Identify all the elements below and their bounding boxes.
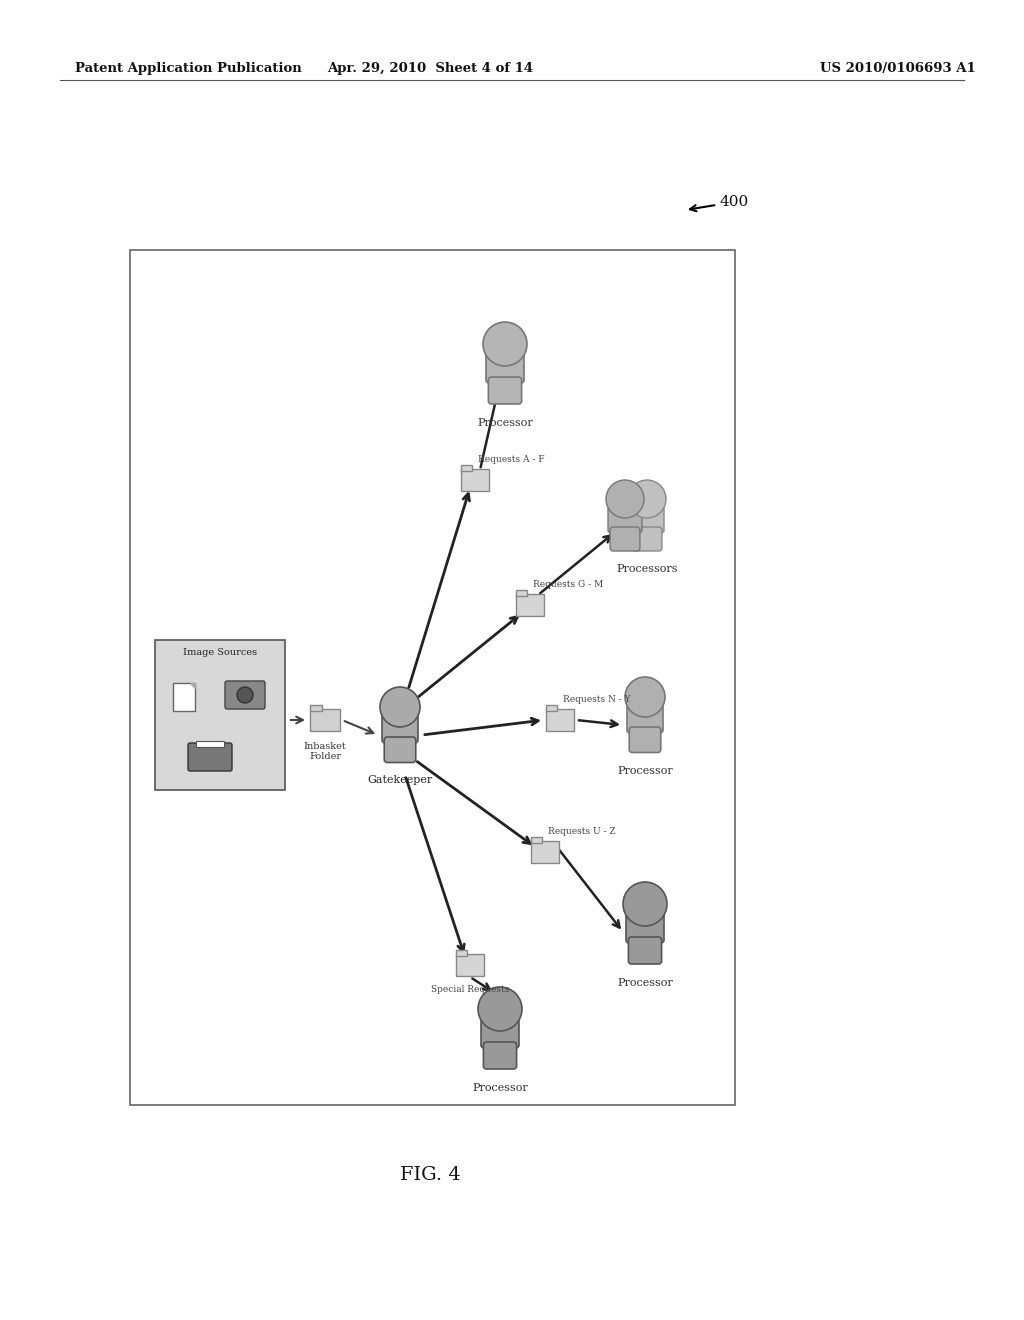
FancyBboxPatch shape <box>483 1041 516 1069</box>
Circle shape <box>606 480 644 517</box>
Circle shape <box>380 686 420 727</box>
Bar <box>173 682 195 711</box>
FancyBboxPatch shape <box>481 1014 519 1048</box>
Text: Patent Application Publication: Patent Application Publication <box>75 62 302 75</box>
Text: Gatekeeper: Gatekeeper <box>368 775 432 785</box>
Text: Processor: Processor <box>477 418 532 428</box>
Bar <box>546 705 557 711</box>
FancyBboxPatch shape <box>488 378 521 404</box>
Text: Requests N - Y: Requests N - Y <box>563 696 631 704</box>
Text: Requests U - Z: Requests U - Z <box>548 828 615 836</box>
FancyBboxPatch shape <box>626 909 664 942</box>
FancyBboxPatch shape <box>608 503 642 533</box>
Bar <box>461 465 472 471</box>
Bar <box>546 709 574 731</box>
Circle shape <box>483 322 527 366</box>
Text: Processor: Processor <box>472 1082 528 1093</box>
FancyBboxPatch shape <box>225 681 265 709</box>
FancyBboxPatch shape <box>486 348 524 383</box>
FancyBboxPatch shape <box>188 743 232 771</box>
Text: Requests G - M: Requests G - M <box>534 579 603 589</box>
Circle shape <box>623 882 667 927</box>
Text: Processor: Processor <box>617 766 673 776</box>
Text: US 2010/0106693 A1: US 2010/0106693 A1 <box>820 62 976 75</box>
Bar <box>130 249 735 1105</box>
Text: Requests A - F: Requests A - F <box>478 455 545 465</box>
Circle shape <box>237 686 253 704</box>
Bar <box>531 841 559 863</box>
Circle shape <box>628 480 666 517</box>
FancyBboxPatch shape <box>632 527 662 550</box>
Text: Special Requests: Special Requests <box>431 985 509 994</box>
FancyBboxPatch shape <box>627 701 663 733</box>
Bar <box>531 837 542 843</box>
Text: 400: 400 <box>690 195 750 211</box>
FancyBboxPatch shape <box>382 711 418 743</box>
Bar <box>456 950 467 956</box>
Bar <box>461 469 489 491</box>
Bar <box>516 590 527 597</box>
Circle shape <box>625 677 665 717</box>
Polygon shape <box>190 682 195 688</box>
FancyBboxPatch shape <box>630 727 660 752</box>
Bar <box>310 705 322 711</box>
Bar <box>310 709 340 731</box>
Text: Apr. 29, 2010  Sheet 4 of 14: Apr. 29, 2010 Sheet 4 of 14 <box>327 62 534 75</box>
FancyBboxPatch shape <box>630 503 664 533</box>
Bar <box>516 594 544 616</box>
Text: Processors: Processors <box>616 564 678 574</box>
FancyBboxPatch shape <box>155 640 285 789</box>
Text: FIG. 4: FIG. 4 <box>399 1166 461 1184</box>
Text: Image Sources: Image Sources <box>183 648 257 657</box>
Bar <box>456 954 484 975</box>
FancyBboxPatch shape <box>384 737 416 763</box>
Bar <box>196 741 224 747</box>
FancyBboxPatch shape <box>610 527 640 550</box>
Circle shape <box>478 987 522 1031</box>
FancyBboxPatch shape <box>629 937 662 964</box>
Text: Inbasket
Folder: Inbasket Folder <box>304 742 346 762</box>
Text: Processor: Processor <box>617 978 673 987</box>
